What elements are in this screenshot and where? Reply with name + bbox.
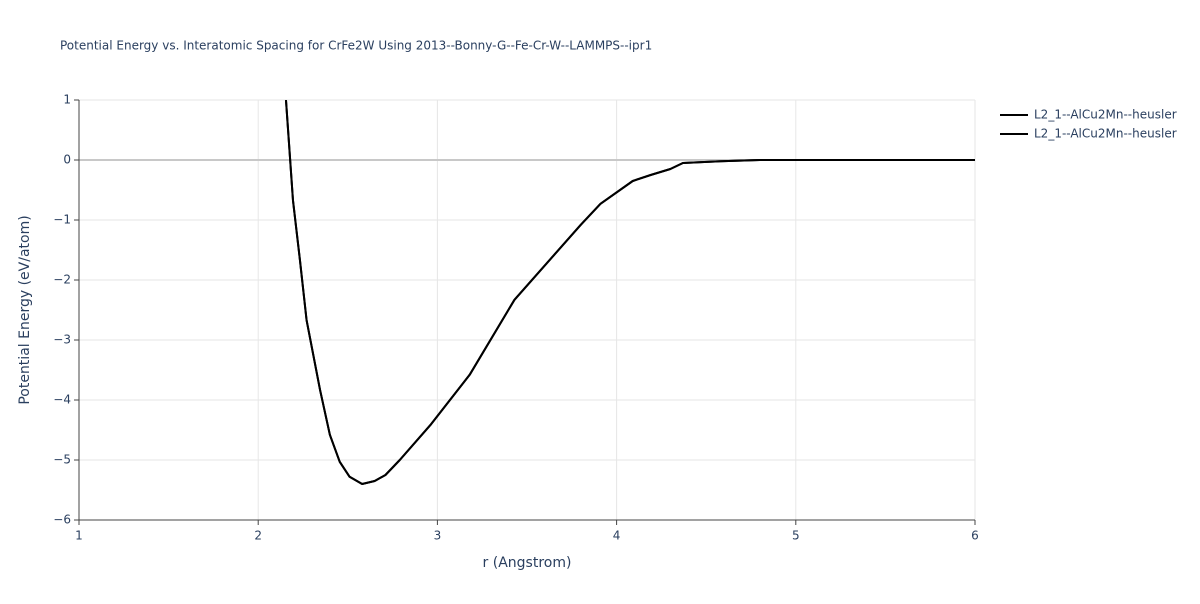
y-tick-label: −1 — [53, 213, 71, 227]
x-tick-label: 6 — [971, 529, 979, 543]
legend-label: L2_1--AlCu2Mn--heusler — [1034, 108, 1177, 122]
x-axis-label: r (Angstrom) — [483, 555, 572, 571]
y-axis-label: Potential Energy (eV/atom) — [17, 215, 33, 404]
y-tick-label: −2 — [53, 273, 71, 287]
grid — [78, 99, 976, 521]
axes: 1 2 3 4 5 6 −6 −5 −4 −3 −2 −1 0 1 — [53, 93, 979, 543]
line-series — [284, 100, 975, 485]
y-tick-label: 0 — [63, 153, 71, 167]
x-tick-label: 4 — [613, 529, 621, 543]
y-tick-label: −5 — [53, 453, 71, 467]
x-tick-label: 2 — [254, 529, 262, 543]
chart-title: Potential Energy vs. Interatomic Spacing… — [60, 39, 652, 53]
y-tick-label: −6 — [53, 513, 71, 527]
y-tick-label: 1 — [63, 93, 71, 107]
legend-label: L2_1--AlCu2Mn--heusler — [1034, 127, 1177, 141]
x-tick-label: 5 — [792, 529, 800, 543]
plot-area — [284, 100, 975, 485]
y-tick-label: −4 — [53, 393, 71, 407]
x-tick-label: 3 — [434, 529, 442, 543]
line-series — [284, 100, 975, 485]
x-tick-label: 1 — [75, 529, 83, 543]
y-tick-label: −3 — [53, 333, 71, 347]
